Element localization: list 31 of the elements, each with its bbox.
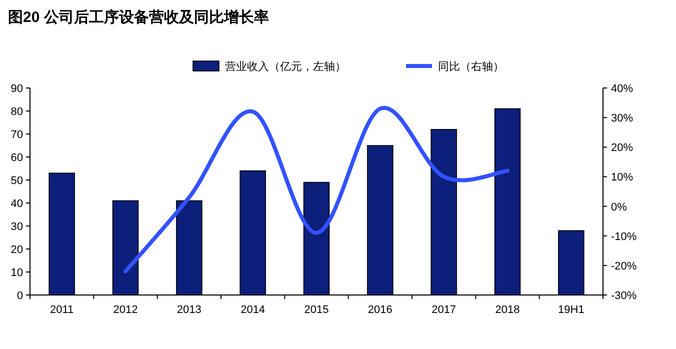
x-tick-label: 2014 (240, 304, 266, 316)
y2-tick-label: 0% (611, 201, 628, 214)
chart-title: 图20 公司后工序设备营收及同比增长率 (8, 8, 269, 26)
y-tick-label: 30 (10, 221, 23, 233)
y-tick-label: 90 (10, 83, 23, 95)
line-series (124, 106, 510, 274)
y-tick-label: 0 (16, 290, 23, 302)
x-tick-label: 2011 (50, 304, 74, 316)
y2-tick-label: -10% (611, 230, 637, 243)
y-tick-label: 20 (10, 244, 23, 256)
x-tick-label: 2015 (304, 304, 329, 316)
y-tick-label: 50 (10, 175, 23, 187)
y2-tick-label: -30% (611, 290, 637, 302)
x-tick-label: 2012 (113, 304, 138, 316)
legend-label: 同比（右轴） (438, 60, 504, 73)
y2-tick-label: 10% (611, 172, 634, 184)
y-tick-label: 10 (10, 267, 23, 279)
legend-label: 营业收入（亿元，左轴） (225, 60, 346, 73)
y2-tick-label: -20% (611, 260, 637, 272)
y2-tick-label: 20% (611, 142, 634, 154)
y2-tick-label: 40% (611, 83, 634, 95)
y2-tick-label: 30% (611, 112, 634, 125)
y-tick-label: 70 (10, 129, 23, 141)
y-tick-label: 60 (10, 152, 23, 164)
y-tick-label: 40 (10, 198, 23, 210)
x-tick-label: 19H1 (558, 304, 584, 316)
x-tick-label: 2016 (368, 304, 392, 316)
x-tick-label: 2013 (176, 304, 202, 316)
x-tick-label: 2017 (432, 304, 456, 316)
x-tick-label: 2018 (495, 304, 520, 316)
y-tick-label: 80 (10, 106, 23, 118)
